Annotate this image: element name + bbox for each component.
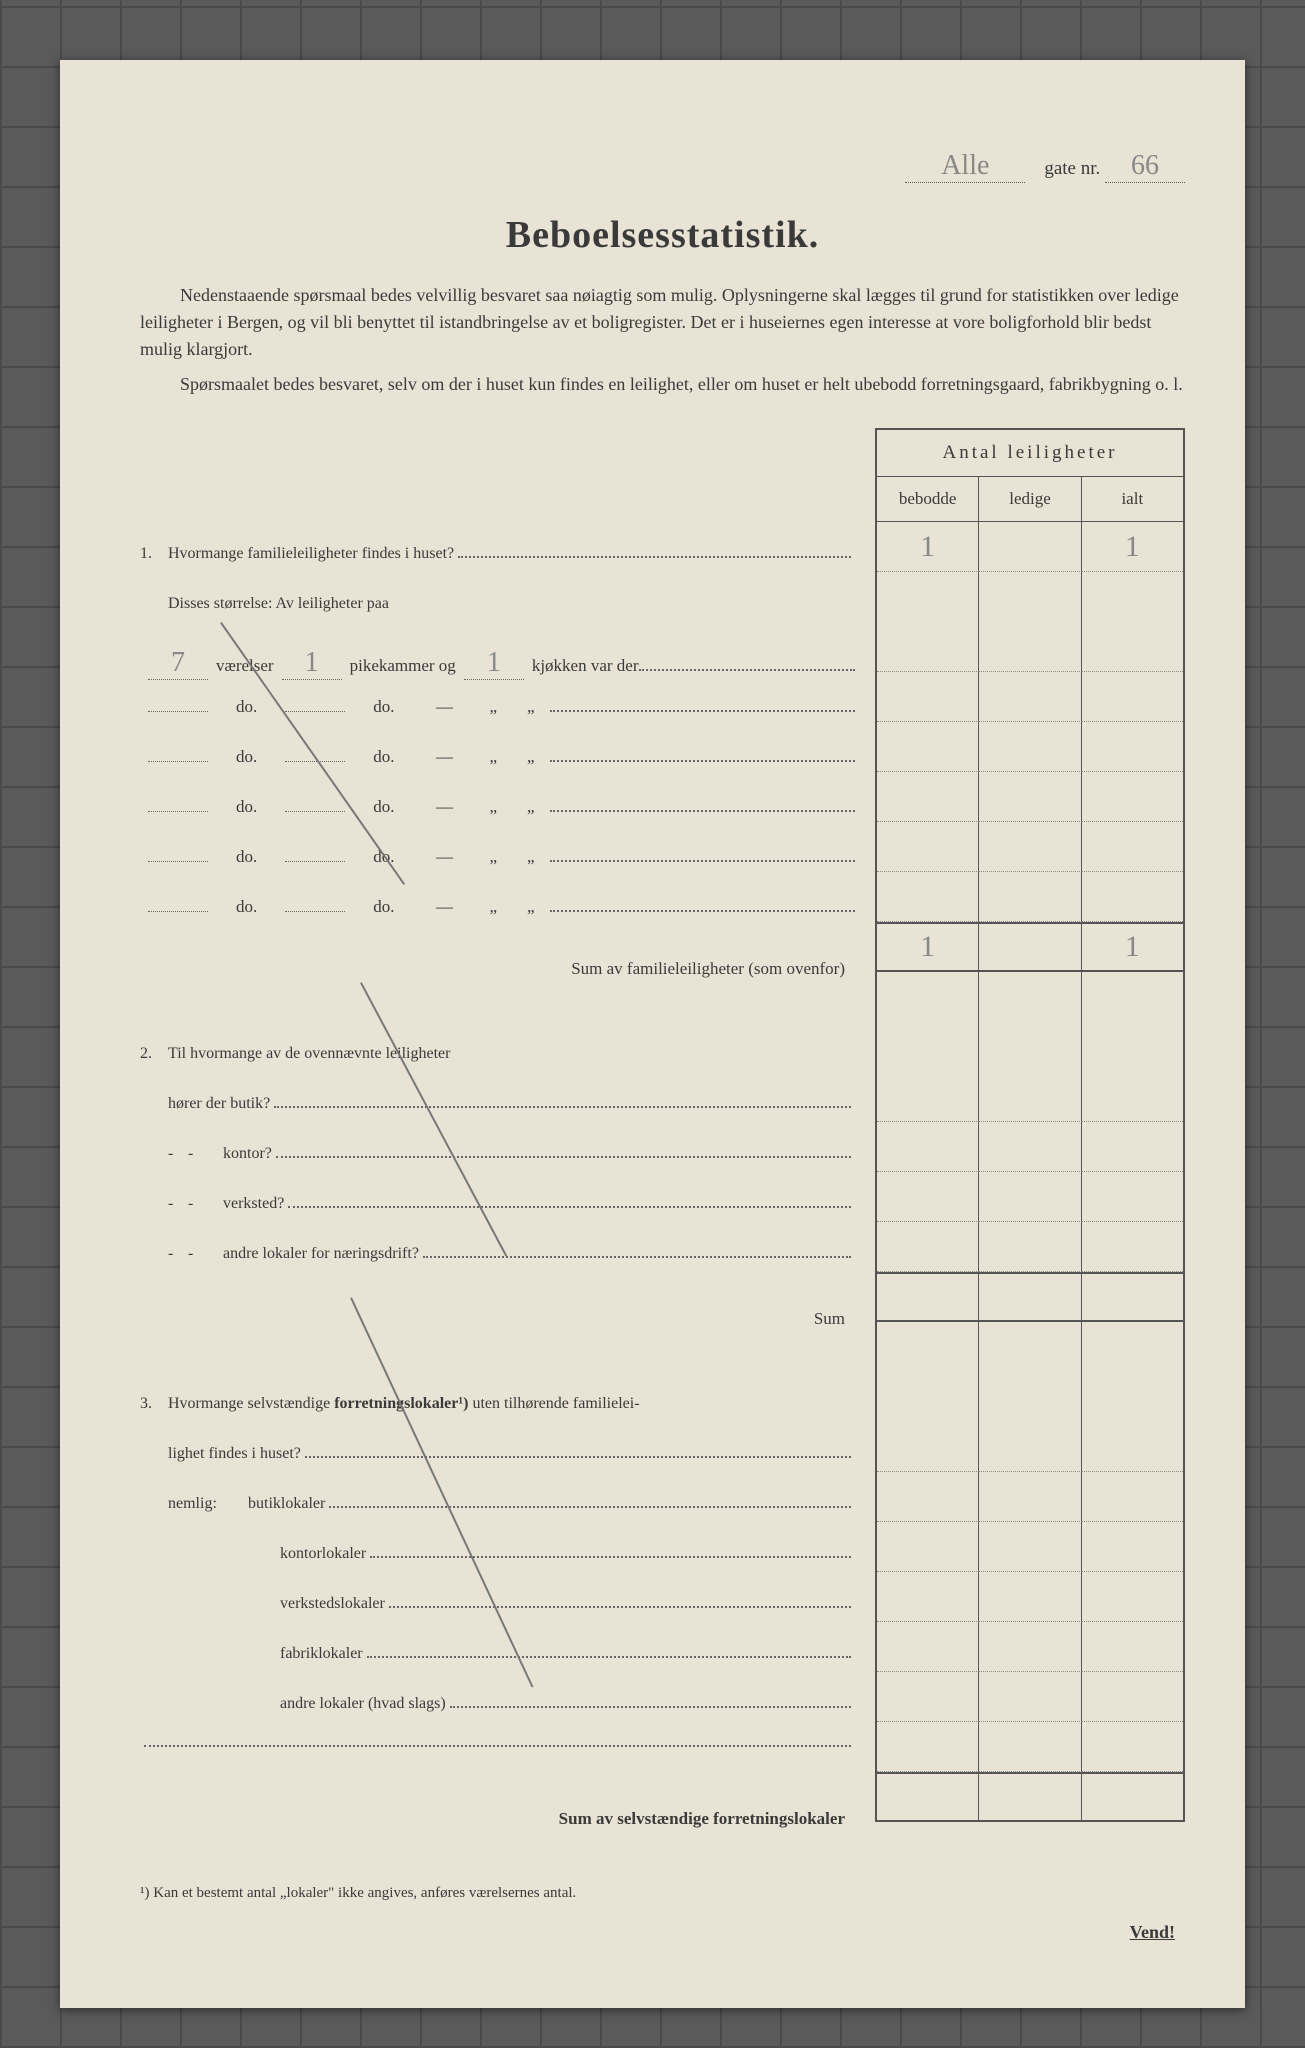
q2-sum-label: Sum <box>140 1295 855 1345</box>
document-paper: Alle gate nr. 66 Beboelsesstatistik. Ned… <box>60 60 1245 2008</box>
q3-main-values <box>875 1422 1185 1472</box>
q3-blank-values <box>875 1722 1185 1772</box>
q1-size2-values <box>875 672 1185 722</box>
q1-sum-values: 1 1 <box>875 922 1185 972</box>
document-title: Beboelsesstatistik. <box>140 213 1185 257</box>
q2-verksted-values <box>875 1172 1185 1222</box>
empty-row <box>875 572 1185 622</box>
q2-andre: - - andre lokaler for næringsdrift? <box>140 1245 855 1295</box>
pikekammer-value: 1 <box>282 647 342 680</box>
kjokken-value: 1 <box>464 647 524 680</box>
q3-kontor-values <box>875 1522 1185 1572</box>
q1-sum-ialt: 1 <box>1125 930 1140 964</box>
table-header: Antal leiligheter bebodde ledige ialt <box>875 428 1185 522</box>
q3-verksted: verkstedslokaler <box>140 1595 855 1645</box>
q3-sum-label: Sum av selvstændige forretningslokaler <box>140 1795 855 1845</box>
q3-fabrik: fabriklokaler <box>140 1645 855 1695</box>
q3-butik: nemlig: butiklokaler <box>140 1495 855 1545</box>
q3-fabrik-values <box>875 1622 1185 1672</box>
q1-do-row-2: do. do. — „ „ <box>140 695 855 745</box>
q1-size4-values <box>875 772 1185 822</box>
q1-text: Hvormange familieleiligheter findes i hu… <box>168 545 454 563</box>
q1-bebodde: 1 <box>920 530 935 564</box>
q2-butik-values <box>875 1072 1185 1122</box>
q1-size1-values <box>875 622 1185 672</box>
q1-do-row-6: do. do. — „ „ <box>140 895 855 945</box>
content-area: 1. Hvormange familieleiligheter findes i… <box>140 428 1185 1845</box>
col-ialt: ialt <box>1082 477 1183 521</box>
gate-number-field: 66 <box>1105 150 1185 183</box>
gate-label: gate nr. <box>1044 158 1100 179</box>
q1-row: 1. Hvormange familieleiligheter findes i… <box>140 545 855 595</box>
spacer-row <box>875 972 1185 1022</box>
table-header-title: Antal leiligheter <box>877 430 1183 477</box>
q1-do-row-3: do. do. — „ „ <box>140 745 855 795</box>
q1-sum-label: Sum av familieleiligheter (som ovenfor) <box>140 945 855 995</box>
spacer-row <box>875 1372 1185 1422</box>
intro-paragraph-1: Nedenstaaende spørsmaal bedes velvillig … <box>140 282 1185 363</box>
q1-size-intro: Disses størrelse: Av leiligheter paa <box>140 595 855 645</box>
q3-kontor: kontorlokaler <box>140 1545 855 1595</box>
q1-size5-values <box>875 822 1185 872</box>
q3-butik-values <box>875 1472 1185 1522</box>
q3-verksted-values <box>875 1572 1185 1622</box>
footnote: ¹) Kan et bestemt antal „lokaler" ikke a… <box>140 1885 1185 1902</box>
q1-size-row-1: 7 værelser 1 pikekammer og 1 kjøkken var… <box>140 645 855 695</box>
q1-do-row-4: do. do. — „ „ <box>140 795 855 845</box>
vend-label: Vend! <box>140 1922 1175 1943</box>
leader-dots <box>458 556 851 558</box>
q2-kontor: - - kontor? <box>140 1145 855 1195</box>
vaerelser-value: 7 <box>148 647 208 680</box>
q1-size6-values <box>875 872 1185 922</box>
spacer-row <box>875 1022 1185 1072</box>
q2-kontor-values <box>875 1122 1185 1172</box>
col-bebodde: bebodde <box>877 477 979 521</box>
q1-sum-bebodde: 1 <box>920 930 935 964</box>
intro-paragraph-2: Spørsmaalet bedes besvaret, selv om der … <box>140 371 1185 398</box>
spacer-row <box>875 1322 1185 1372</box>
q2-andre-values <box>875 1222 1185 1272</box>
q3-andre-values <box>875 1672 1185 1722</box>
q3-andre: andre lokaler (hvad slags) <box>140 1695 855 1745</box>
q3-blank <box>140 1745 855 1795</box>
q3-line1: 3. Hvormange selvstændige forretningslok… <box>140 1395 855 1445</box>
q1-values: 1 1 <box>875 522 1185 572</box>
header-line: Alle gate nr. 66 <box>140 150 1185 183</box>
q1-do-row-5: do. do. — „ „ <box>140 845 855 895</box>
q3-line2: lighet findes i huset? <box>140 1445 855 1495</box>
q3-sum-values <box>875 1772 1185 1822</box>
q2-sum-values <box>875 1272 1185 1322</box>
q1-ialt: 1 <box>1125 530 1140 564</box>
values-column: Antal leiligheter bebodde ledige ialt 1 … <box>875 428 1185 1845</box>
street-name-field: Alle <box>905 150 1025 183</box>
q2-intro: 2. Til hvormange av de ovennævnte leilig… <box>140 1045 855 1095</box>
col-ledige: ledige <box>979 477 1081 521</box>
q2-butik: hører der butik? <box>140 1095 855 1145</box>
q1-number: 1. <box>140 545 168 563</box>
q1-size3-values <box>875 722 1185 772</box>
